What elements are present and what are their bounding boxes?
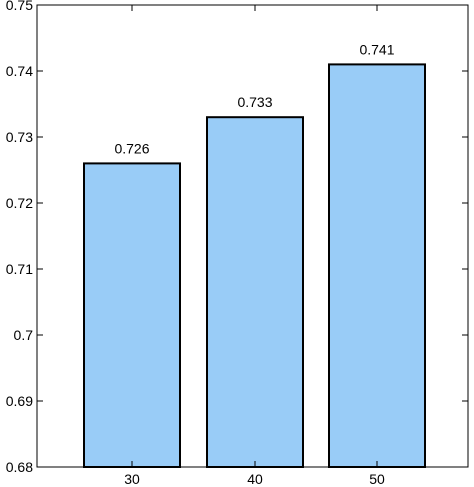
- y-tick-label: 0.71: [6, 261, 33, 277]
- x-tick-label-30: 30: [124, 471, 140, 487]
- bars-group: 0.726 0.733 0.741: [83, 41, 426, 469]
- y-tick-label: 0.75: [6, 0, 33, 13]
- x-tick-label-40: 40: [247, 471, 263, 487]
- data-label-30: 0.726: [114, 140, 149, 156]
- y-tick-label: 0.73: [6, 129, 33, 145]
- x-axis: 30 40 50: [124, 5, 385, 487]
- y-tick-label: 0.69: [6, 393, 33, 409]
- bar-30: [83, 162, 181, 468]
- data-label-40: 0.733: [237, 94, 272, 110]
- x-tick-label-50: 50: [369, 471, 385, 487]
- y-tick-label: 0.7: [14, 327, 34, 343]
- y-tick-label: 0.72: [6, 195, 33, 211]
- y-axis: 0.68 0.69 0.7 0.71 0.72 0.73 0.74 0.75: [6, 0, 468, 475]
- data-label-50: 0.741: [359, 41, 394, 57]
- y-tick-label: 0.68: [6, 459, 33, 475]
- y-tick-label: 0.74: [6, 63, 33, 79]
- bar-40: [206, 116, 304, 468]
- bar-50: [328, 63, 426, 469]
